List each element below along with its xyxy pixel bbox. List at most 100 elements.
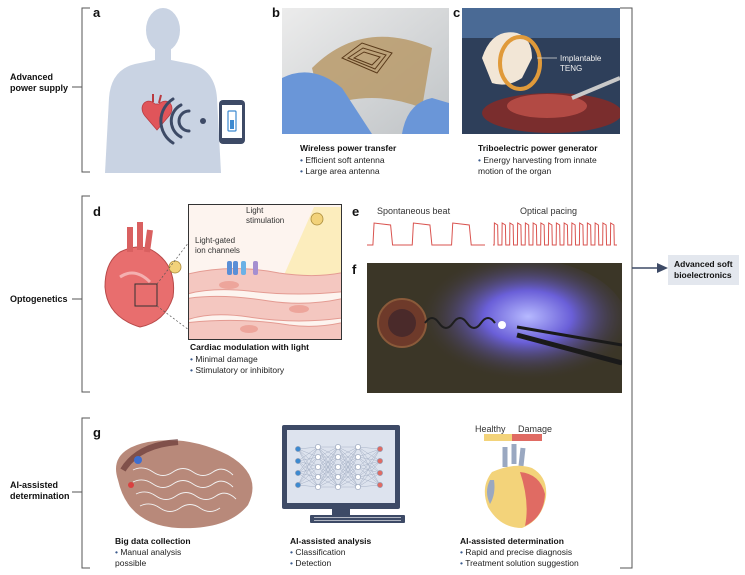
nn-connection: [297, 484, 319, 488]
nn-connection: [357, 456, 381, 462]
nn-connection: [317, 456, 339, 488]
panel-e-pacing-label: Optical pacing: [520, 206, 578, 216]
nn-connection: [297, 446, 319, 462]
nn-connection: [297, 456, 319, 474]
nn-connection: [297, 466, 319, 474]
nn-connection: [357, 476, 381, 486]
nn-connection: [297, 456, 319, 486]
nn-connection: [337, 446, 359, 478]
body-silhouette-illustration: [105, 8, 245, 173]
nn-node: [315, 444, 321, 450]
panel-letter-a: a: [93, 5, 101, 20]
panel-letter-g: g: [93, 425, 101, 440]
nn-node: [377, 470, 383, 476]
nn-connection: [337, 446, 359, 488]
ai-determination-title: AI-assisted determination: [460, 536, 564, 546]
nn-connection: [357, 448, 381, 478]
nn-connection: [297, 446, 319, 474]
big-data-bullet-2: possible: [115, 558, 147, 568]
panel-b-bullet-1: Efficient soft antenna: [300, 155, 384, 166]
nn-node: [377, 482, 383, 488]
panel-c-bullet-2: motion of the organ: [478, 166, 552, 176]
nn-connection: [297, 448, 319, 458]
nn-connection: [357, 466, 381, 474]
nn-connection: [297, 466, 319, 486]
panel-b-title: Wireless power transfer: [300, 143, 397, 153]
nn-connection: [297, 476, 319, 486]
healthy-label: Healthy: [475, 424, 506, 434]
nn-connection: [317, 446, 339, 478]
nn-node: [335, 444, 341, 450]
nn-node: [315, 474, 321, 480]
panel-c-bullet-1: Energy harvesting from innate: [478, 155, 596, 166]
nn-connection: [357, 456, 381, 486]
nn-connection: [357, 484, 381, 488]
nn-connection: [357, 448, 381, 458]
ai-analysis-title: AI-assisted analysis: [290, 536, 372, 546]
teng-surgery-photo: [462, 8, 620, 134]
nn-connection: [297, 460, 319, 478]
panel-c-teng-label: Implantable TENG: [560, 54, 602, 73]
computer-monitor-illustration: [282, 425, 405, 523]
nn-connection: [357, 456, 381, 474]
ai-analysis-bullet-2: Detection: [290, 558, 331, 569]
nn-node: [315, 464, 321, 470]
nn-connection: [337, 446, 359, 468]
nn-connection: [357, 472, 381, 488]
nn-node: [377, 446, 383, 452]
nn-connection: [357, 446, 381, 486]
nn-node: [355, 444, 361, 450]
nn-connection: [337, 466, 359, 488]
nn-node: [355, 474, 361, 480]
nn-node: [315, 454, 321, 460]
panel-c-title: Triboelectric power generator: [478, 143, 598, 153]
instrumented-heart-photo: [98, 430, 266, 535]
nn-connection: [297, 448, 319, 488]
wireless-antenna-photo: [282, 8, 449, 134]
nn-node: [295, 458, 301, 464]
panel-d-light-label: Light stimulation: [246, 206, 285, 225]
panel-letter-d: d: [93, 204, 101, 219]
nn-connection: [337, 446, 359, 458]
panel-letter-b: b: [272, 5, 280, 20]
heartbeat-traces: [367, 222, 617, 246]
nn-connection: [337, 456, 359, 488]
nn-node: [355, 464, 361, 470]
panel-d-bullet-2: Stimulatory or inhibitory: [190, 365, 284, 376]
panel-d-bullet-1: Minimal damage: [190, 354, 257, 365]
section-label-optogenetics: Optogenetics: [10, 294, 68, 304]
nn-connection: [297, 460, 319, 488]
nn-connection: [357, 448, 381, 488]
nn-connection: [317, 446, 339, 488]
nn-node: [355, 454, 361, 460]
section-label-ai: AI-assisted determination: [10, 480, 70, 501]
nn-connection: [297, 460, 319, 468]
nn-connection: [357, 448, 381, 468]
panel-d-title: Cardiac modulation with light: [190, 342, 309, 352]
nn-node: [335, 484, 341, 490]
nn-node: [295, 482, 301, 488]
nn-connection: [357, 460, 381, 468]
nn-connection: [297, 448, 319, 468]
nn-connection: [337, 476, 359, 488]
nn-node: [335, 464, 341, 470]
damage-label: Damage: [518, 424, 553, 434]
panel-b-bullet-2: Large area antenna: [300, 166, 379, 177]
nn-connection: [297, 448, 319, 478]
panel-letter-f: f: [352, 262, 357, 277]
ai-determination-bullet-1: Rapid and precise diagnosis: [460, 547, 572, 558]
nn-connection: [357, 446, 381, 450]
nn-connection: [317, 466, 339, 488]
nn-connection: [297, 446, 319, 450]
panel-letter-e: e: [352, 204, 360, 219]
panel-letter-c: c: [453, 5, 461, 20]
nn-connection: [317, 476, 339, 488]
nn-node: [335, 454, 341, 460]
section-label-power: Advanced power supply: [10, 72, 69, 93]
phone-icon: [219, 100, 245, 144]
nn-connection: [357, 466, 381, 486]
ai-determination-heart: [484, 434, 547, 528]
nn-node: [295, 446, 301, 452]
nn-connection: [317, 446, 339, 468]
nn-connection: [297, 446, 319, 486]
